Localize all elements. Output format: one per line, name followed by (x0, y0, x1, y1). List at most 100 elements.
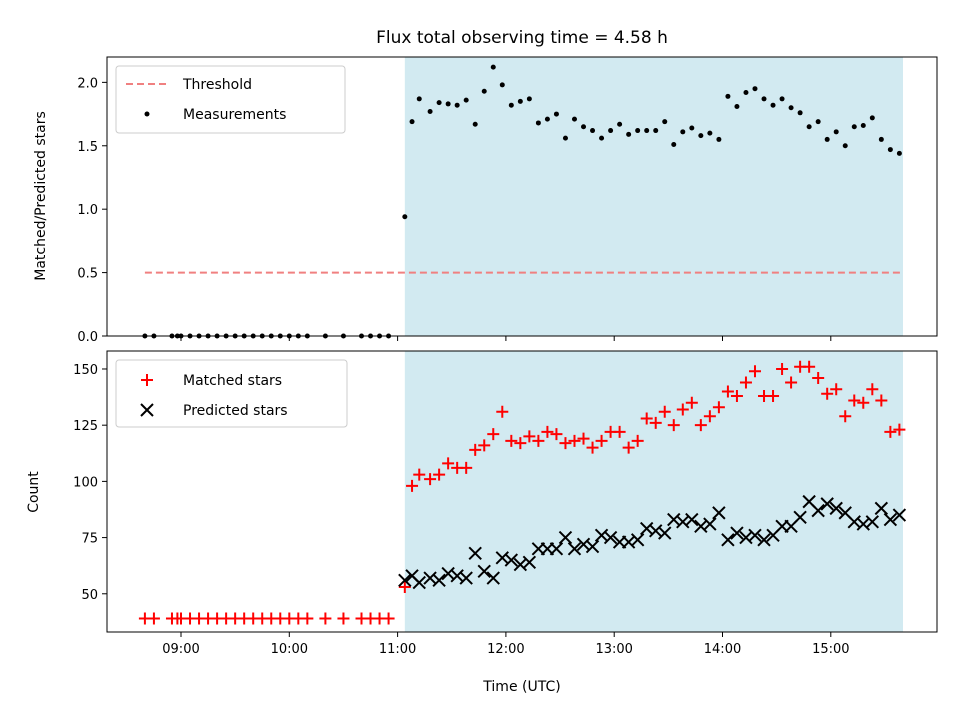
measurement-point (815, 119, 821, 125)
predicted-stars-point (820, 497, 834, 511)
matched-stars-point (337, 612, 350, 625)
matched-stars-point (382, 612, 395, 625)
measurements-series (142, 64, 902, 339)
matched-stars-point (712, 401, 725, 414)
measurement-point (490, 64, 496, 70)
measurement-point (716, 136, 722, 142)
predicted-stars-point (585, 539, 600, 554)
x-tick-label: 11:00 (379, 642, 416, 657)
matched-stars-point (812, 371, 825, 384)
matched-stars-point (730, 389, 743, 402)
matched-stars-series (138, 360, 906, 625)
measurement-point (499, 82, 505, 88)
predicted-stars-point (522, 555, 537, 570)
matched-stars-point (848, 394, 861, 407)
matched-stars-point (398, 581, 411, 594)
matched-stars-point (748, 365, 761, 378)
predicted-stars-point (558, 530, 573, 545)
y-tick-label: 1.5 (77, 140, 98, 155)
legend-threshold-label: Threshold (182, 77, 252, 93)
legend-predicted-label: Predicted stars (183, 403, 288, 419)
y-tick-label: 1.0 (77, 203, 98, 218)
chart-title: Flux total observing time = 4.58 h (376, 28, 668, 48)
bottom-panel: 50 75 100 125 150 09:00 10:00 11:00 12:00 13:00 14… (26, 350, 938, 695)
measurement-point (689, 125, 695, 131)
observing-window-shade-bottom (404, 351, 903, 632)
measurement-point (752, 86, 758, 92)
bottom-axes-frame (106, 350, 938, 633)
matched-stars-point (721, 385, 734, 398)
matched-stars-point (893, 423, 906, 436)
measurement-point (445, 101, 451, 107)
measurement-point (761, 96, 767, 102)
matched-stars-point (487, 428, 500, 441)
y-tick-label: 0.0 (77, 330, 98, 345)
matched-stars-point (433, 468, 446, 481)
measurement-point (806, 124, 812, 130)
matched-stars-point (586, 441, 599, 454)
x-axis-label: Time (UTC) (482, 679, 560, 695)
predicted-stars-point (398, 573, 412, 588)
matched-stars-point (460, 461, 473, 474)
matched-stars-point (595, 434, 608, 447)
legend-predicted-swatch (140, 403, 154, 417)
predicted-stars-point (630, 533, 645, 547)
measurement-point (662, 119, 668, 125)
measurement-point (617, 121, 623, 127)
measurement-point (797, 110, 803, 116)
measurement-point (463, 97, 469, 103)
x-tick-label: 14:00 (704, 642, 741, 657)
matched-stars-point (550, 428, 563, 441)
measurement-point (878, 136, 884, 142)
measurement-point (608, 128, 614, 134)
matched-stars-point (739, 376, 752, 389)
measurement-point (770, 102, 776, 108)
matched-stars-point (839, 410, 852, 423)
predicted-stars-point (477, 564, 491, 579)
top-y-axis-label: Matched/Predicted stars (33, 111, 49, 281)
matched-stars-point (631, 434, 644, 447)
measurement-point (544, 116, 550, 122)
predicted-stars-series (398, 494, 907, 590)
matched-stars-point (649, 416, 662, 429)
measurement-point (508, 102, 514, 108)
predicted-stars-point (892, 508, 907, 522)
y-tick-label: 150 (73, 363, 98, 378)
predicted-stars-point (865, 515, 880, 529)
measurement-point (734, 103, 740, 109)
matched-stars-point (496, 405, 509, 418)
matched-stars-point (523, 430, 536, 443)
x-tick-label: 09:00 (162, 642, 199, 657)
matched-stars-point (884, 425, 897, 438)
matched-stars-point (568, 434, 581, 447)
matched-stars-point (532, 434, 545, 447)
measurement-point (562, 135, 568, 141)
measurement-point (416, 96, 422, 102)
predicted-stars-point (757, 533, 771, 547)
measurement-point (644, 128, 650, 134)
matched-stars-point (301, 612, 314, 625)
matched-stars-point (147, 612, 160, 625)
measurement-point (409, 119, 415, 125)
top-axes-frame (106, 56, 938, 337)
predicted-stars-point (721, 533, 735, 547)
bottom-y-axis-label: Count (26, 471, 42, 513)
x-tick-label: 13:00 (595, 642, 632, 657)
predicted-stars-point (793, 510, 807, 525)
matched-stars-point (319, 612, 332, 625)
matched-stars-point (703, 410, 716, 423)
predicted-stars-point (685, 512, 699, 527)
measurement-point (743, 90, 749, 96)
predicted-stars-point (829, 501, 843, 516)
matched-stars-point (406, 479, 419, 492)
predicted-stars-point (567, 542, 582, 556)
measurement-point (571, 116, 577, 122)
measurement-point (553, 111, 559, 117)
measurement-point (517, 98, 523, 104)
x-tick-label: 12:00 (487, 642, 524, 657)
measurement-point (896, 150, 902, 156)
measurement-point (526, 96, 532, 102)
measurement-point (671, 142, 677, 148)
bottom-axis-ticks: 50 75 100 125 150 09:00 10:00 11:00 12:00 13:00 14… (73, 363, 849, 657)
measurement-point (472, 121, 478, 127)
